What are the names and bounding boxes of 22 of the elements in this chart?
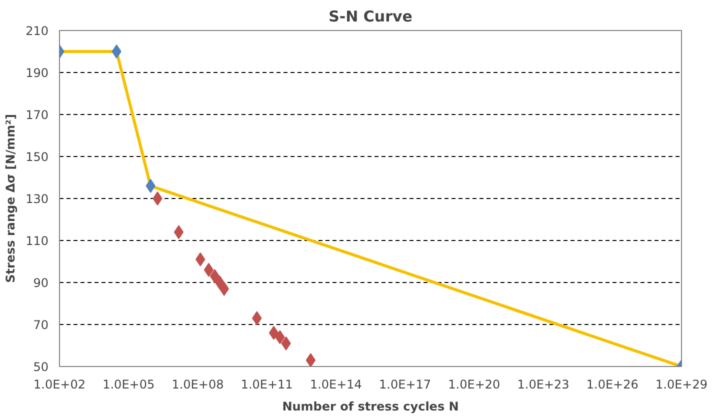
- x-tick-label: 1.0E+02: [34, 378, 86, 392]
- x-tick-label: 1.0E+11: [240, 378, 293, 392]
- y-tick-label: 70: [33, 318, 49, 332]
- x-tick-label: 1.0E+14: [310, 378, 362, 392]
- x-tick-label: 1.0E+17: [379, 378, 432, 392]
- y-tick-label: 210: [26, 24, 48, 38]
- y-tick-label: 150: [26, 150, 48, 164]
- y-axis-title: Stress range Δσ [N/mm²]: [4, 114, 18, 283]
- x-tick-label: 1.0E+26: [586, 378, 638, 392]
- y-tick-label: 90: [33, 276, 49, 290]
- x-tick-label: 1.0E+20: [448, 378, 500, 392]
- x-tick-label: 1.0E+05: [102, 378, 155, 392]
- x-tick-label: 1.0E+08: [172, 378, 224, 392]
- y-tick-label: 110: [26, 234, 48, 248]
- x-tick-label: 1.0E+29: [656, 378, 708, 392]
- y-tick-label: 50: [33, 360, 49, 374]
- y-tick-label: 170: [26, 108, 48, 122]
- x-tick-label: 1.0E+23: [517, 378, 570, 392]
- y-tick-label: 190: [26, 66, 48, 80]
- y-tick-label: 130: [26, 192, 48, 206]
- x-axis-title: Number of stress cycles N: [282, 400, 459, 414]
- chart-title: S-N Curve: [328, 8, 412, 26]
